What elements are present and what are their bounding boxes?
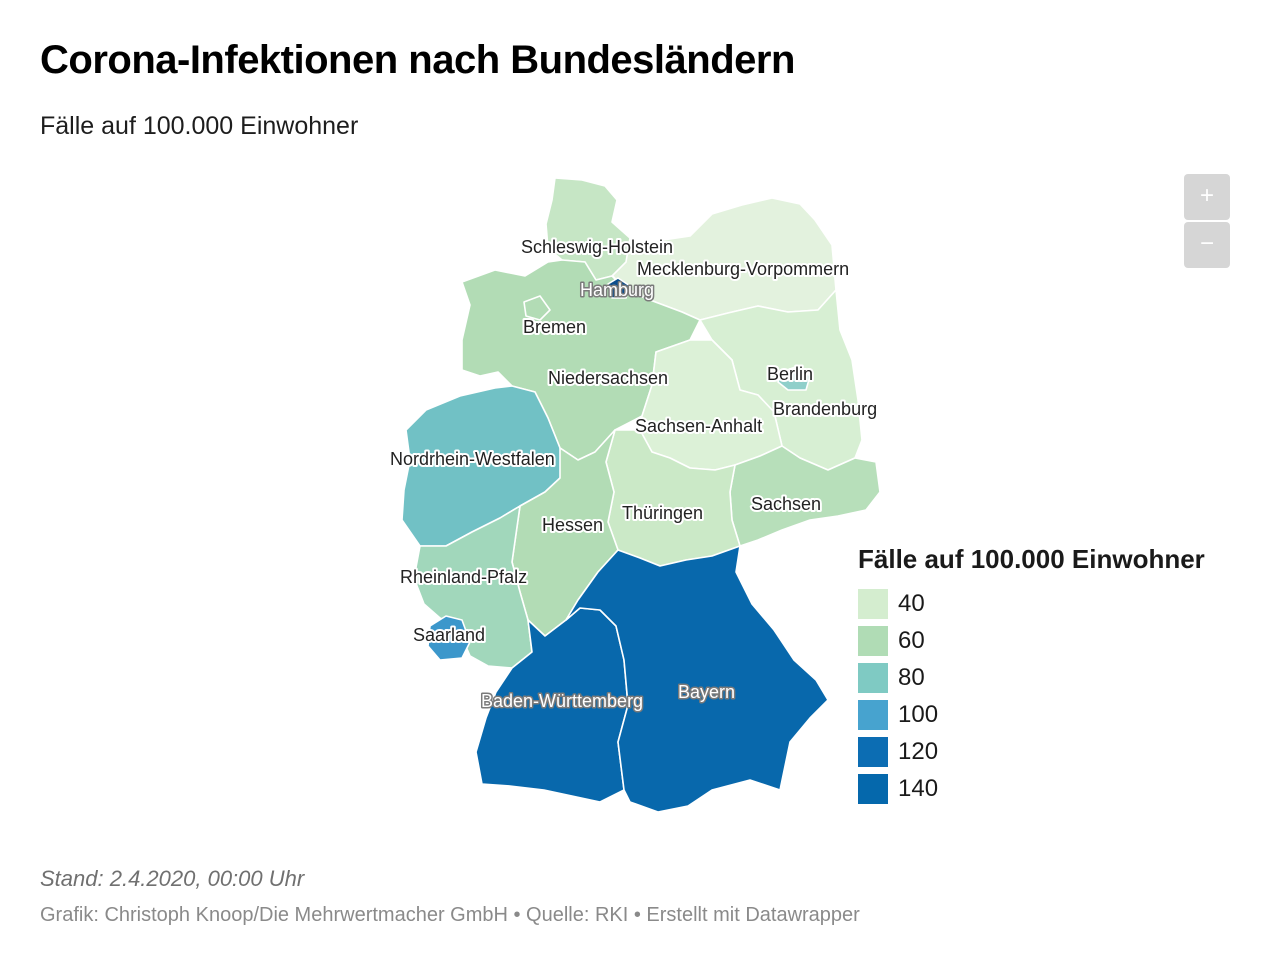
chart-title: Corona-Infektionen nach Bundesländern: [40, 38, 795, 82]
label-brandenburg: Brandenburg: [773, 399, 877, 419]
legend-swatch: [858, 736, 888, 767]
footer-date: Stand: 2.4.2020, 00:00 Uhr: [40, 866, 305, 891]
chart-subtitle: Fälle auf 100.000 Einwohner: [40, 112, 359, 140]
label-saarland: Saarland: [413, 625, 485, 645]
color-legend: Fälle auf 100.000 Einwohner 40 60 80 100…: [858, 544, 1205, 807]
label-rheinland-pfalz: Rheinland-Pfalz: [400, 567, 527, 587]
legend-swatch: [858, 625, 888, 656]
state-hamburg[interactable]: [607, 277, 631, 299]
legend-value: 100: [898, 700, 939, 728]
legend-value: 140: [898, 774, 939, 802]
label-baden-wuerttemberg: Baden-Württemberg: [481, 691, 643, 711]
legend-value: 120: [898, 737, 939, 765]
label-hessen: Hessen: [542, 515, 603, 535]
legend-item: 80: [858, 659, 1205, 696]
legend-item: 140: [858, 770, 1205, 807]
label-berlin: Berlin: [767, 364, 813, 384]
legend-swatch: [858, 699, 888, 730]
legend-item: 120: [858, 733, 1205, 770]
label-bremen: Bremen: [523, 317, 586, 337]
label-niedersachsen: Niedersachsen: [548, 368, 668, 388]
label-schleswig-holstein: Schleswig-Holstein: [521, 237, 673, 257]
legend-title: Fälle auf 100.000 Einwohner: [858, 544, 1205, 574]
legend-item: 40: [858, 585, 1205, 622]
legend-value: 40: [898, 589, 925, 617]
legend-value: 80: [898, 663, 925, 691]
germany-map[interactable]: Schleswig-Holstein Mecklenburg-Vorpommer…: [0, 150, 1280, 840]
footer-credit: Grafik: Christoph Knoop/Die Mehrwertmach…: [40, 904, 860, 926]
zoom-in-button[interactable]: +: [1184, 174, 1230, 220]
label-bayern: Bayern: [678, 682, 735, 702]
label-sachsen-anhalt: Sachsen-Anhalt: [635, 416, 762, 436]
zoom-out-button[interactable]: −: [1184, 222, 1230, 268]
state-berlin[interactable]: [777, 365, 811, 391]
label-nordrhein-westfalen: Nordrhein-Westfalen: [390, 449, 555, 469]
legend-swatch: [858, 662, 888, 693]
map-canvas: Schleswig-Holstein Mecklenburg-Vorpommer…: [388, 177, 881, 813]
label-mecklenburg-vorpommern: Mecklenburg-Vorpommern: [637, 259, 849, 279]
legend-item: 100: [858, 696, 1205, 733]
legend-swatch: [858, 588, 888, 619]
legend-swatch: [858, 773, 888, 804]
state-bremen[interactable]: [523, 295, 551, 321]
state-saarland[interactable]: [427, 615, 471, 661]
label-thueringen: Thüringen: [622, 503, 703, 523]
label-sachsen: Sachsen: [751, 494, 821, 514]
legend-value: 60: [898, 626, 925, 654]
state-bayern[interactable]: [565, 545, 829, 813]
label-hamburg: Hamburg: [580, 280, 654, 300]
legend-item: 60: [858, 622, 1205, 659]
